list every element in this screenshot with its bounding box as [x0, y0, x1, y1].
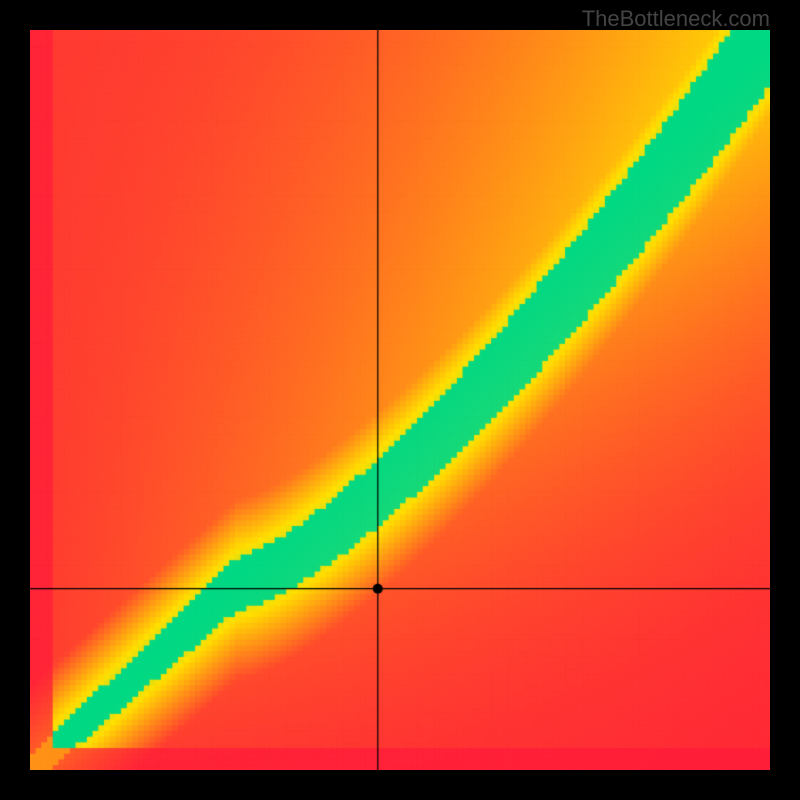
plot-area [30, 30, 770, 770]
chart-container: TheBottleneck.com [0, 0, 800, 800]
heatmap-canvas [30, 30, 770, 770]
watermark-text: TheBottleneck.com [582, 6, 770, 32]
